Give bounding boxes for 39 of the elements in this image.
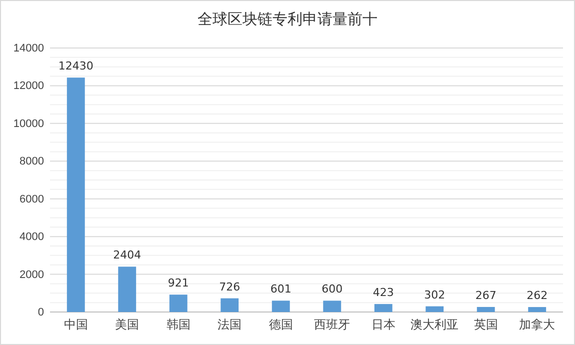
x-tick-label: 日本: [371, 318, 396, 332]
chart-title: 全球区块链专利申请量前十: [198, 10, 378, 28]
y-tick-label: 2000: [20, 268, 44, 281]
data-label: 601: [270, 282, 292, 296]
data-label: 267: [475, 288, 496, 302]
data-label: 600: [322, 282, 343, 296]
x-tick-label: 韩国: [166, 318, 190, 332]
bar: [118, 266, 136, 312]
x-tick-label: 澳大利亚: [410, 318, 459, 332]
x-tick-label: 加拿大: [519, 318, 556, 332]
bar: [169, 294, 188, 312]
y-tick-label: 12000: [13, 80, 44, 92]
data-label: 12430: [58, 60, 94, 73]
y-tick-label: 6000: [20, 193, 44, 206]
data-label: 921: [168, 276, 189, 290]
y-tick-label: 4000: [20, 231, 44, 244]
x-tick-label: 中国: [64, 318, 88, 332]
bar: [476, 306, 495, 312]
x-tick-label: 法国: [218, 318, 242, 332]
data-label: 302: [424, 288, 446, 302]
y-tick-label: 0: [38, 306, 44, 319]
x-tick-label: 英国: [474, 318, 498, 332]
bar: [66, 78, 85, 312]
bar: [220, 298, 239, 312]
data-label: 262: [526, 289, 548, 302]
data-label: 2404: [113, 248, 142, 262]
bar: [374, 304, 392, 312]
y-tick-label: 14000: [13, 42, 44, 55]
y-tick-label: 10000: [13, 118, 44, 130]
x-tick-label: 德国: [268, 318, 293, 332]
bar: [272, 300, 290, 312]
x-tick-label: 西班牙: [314, 318, 350, 332]
bar: [426, 306, 444, 312]
x-tick-label: 美国: [115, 318, 140, 332]
data-label: 423: [372, 286, 394, 300]
bar: [323, 300, 342, 312]
bar: [528, 307, 546, 312]
data-label: 726: [219, 280, 240, 294]
y-tick-label: 8000: [20, 156, 44, 168]
